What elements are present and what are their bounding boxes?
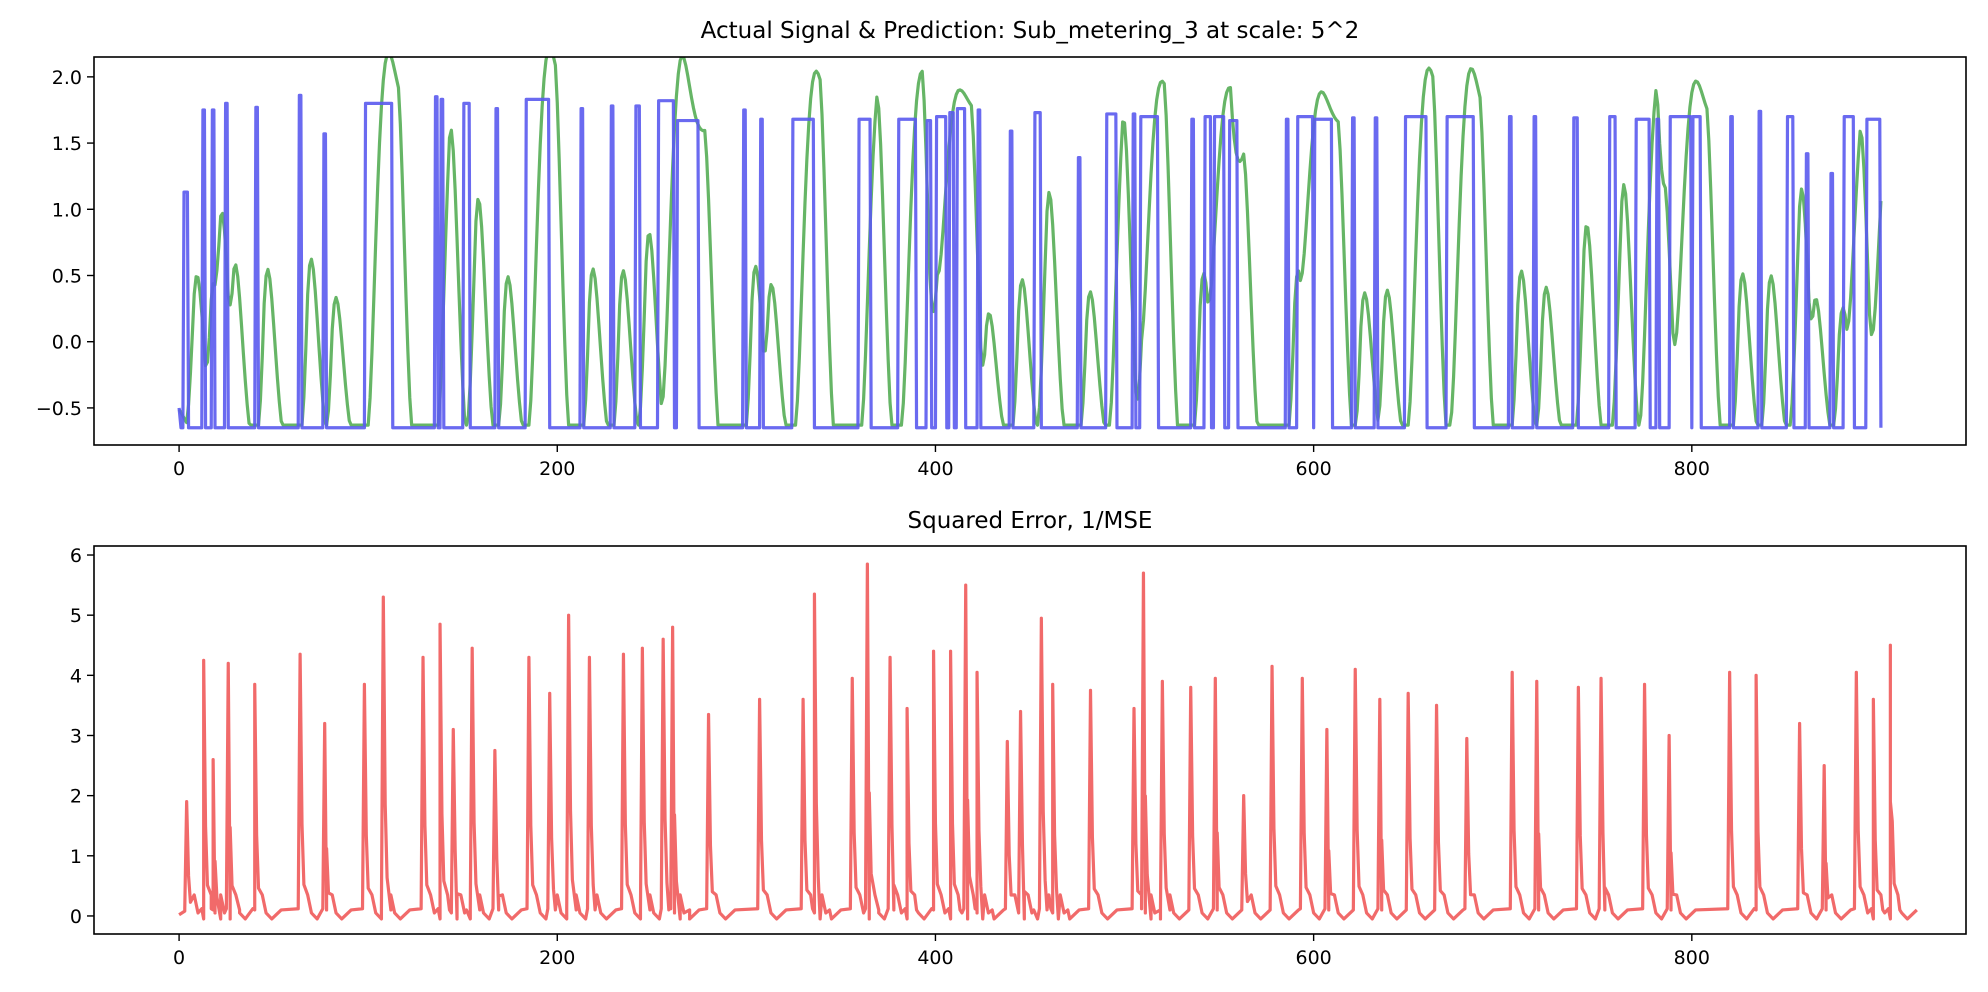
signal-prediction-x-tick-label: 200 [539,458,575,480]
squared-error-panel: Squared Error, 1/MSE 0 200 400 600 800 0 1 2 3 4 5… [70,508,1967,969]
squared-error-x-tick-label: 800 [1674,947,1710,969]
signal-prediction-y-tick-label: −0.5 [36,398,82,420]
squared-error-y-tick-label: 2 [70,786,82,808]
signal-prediction-panel: Actual Signal & Prediction: Sub_metering… [36,18,1967,480]
actual-signal-line [177,93,1883,430]
squared-error-y-tick-label: 4 [70,665,82,687]
squared-error-plot-area [178,562,1918,921]
squared-error-y-tick-label: 1 [70,846,82,868]
signal-prediction-x-tick-label: 400 [917,458,953,480]
squared-error-x-tick-label: 400 [917,947,953,969]
squared-error-title: Squared Error, 1/MSE [908,508,1153,534]
squared-error-ticks: 0 200 400 600 800 0 1 2 3 4 5 6 [70,545,1710,969]
signal-prediction-y-tick-label: 2.0 [52,67,82,89]
squared-error-axes-frame [93,545,1967,935]
squared-error-x-tick-label: 200 [539,947,575,969]
squared-error-line [178,562,1918,921]
signal-prediction-y-tick-label: 0.0 [52,332,82,354]
squared-error-y-tick-label: 5 [70,605,82,627]
signal-prediction-y-tick-label: 1.0 [52,199,82,221]
signal-prediction-ticks: 0 200 400 600 800 −0.5 0.0 0.5 1.0 1.5 2.0 [36,67,1710,480]
signal-prediction-y-tick-label: 0.5 [52,265,82,287]
signal-prediction-x-tick-label: 800 [1674,458,1710,480]
signal-prediction-title: Actual Signal & Prediction: Sub_metering… [701,18,1360,44]
squared-error-y-tick-label: 0 [70,906,82,928]
signal-prediction-y-tick-label: 1.5 [52,133,82,155]
signal-prediction-plot-area [177,57,1883,430]
squared-error-y-tick-label: 6 [70,545,82,567]
signal-prediction-axes-frame [93,56,1967,446]
squared-error-x-tick-label: 600 [1296,947,1332,969]
squared-error-y-tick-label: 3 [70,725,82,747]
signal-prediction-x-tick-label: 0 [173,458,185,480]
signal-prediction-x-tick-label: 600 [1296,458,1332,480]
squared-error-x-tick-label: 0 [173,947,185,969]
